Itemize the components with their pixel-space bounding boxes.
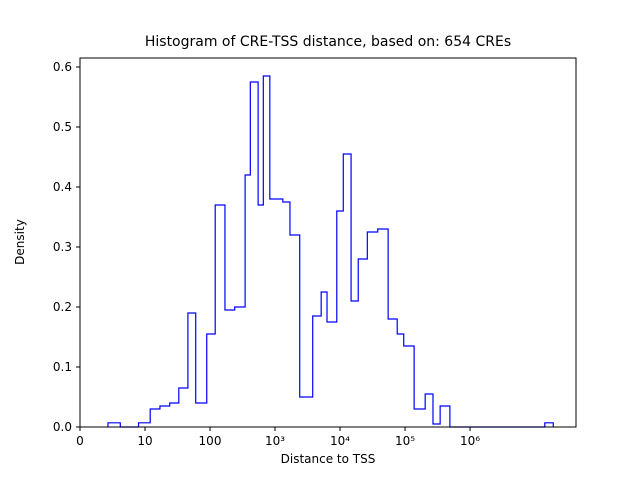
y-tick-label: 0.3 xyxy=(53,240,72,254)
y-tick-label: 0.4 xyxy=(53,180,72,194)
x-tick-label: 10⁵ xyxy=(395,434,415,448)
y-tick-label: 0.5 xyxy=(53,120,72,134)
x-tick-label: 10⁴ xyxy=(330,434,350,448)
x-tick-label: 0 xyxy=(76,434,84,448)
x-tick-label: 10³ xyxy=(265,434,285,448)
histogram-series xyxy=(107,75,554,428)
x-axis-label: Distance to TSS xyxy=(281,452,376,466)
y-axis-label: Density xyxy=(13,219,27,265)
x-tick-label: 10 xyxy=(137,434,152,448)
y-tick-label: 0.0 xyxy=(53,420,72,434)
y-tick-label: 0.2 xyxy=(53,300,72,314)
x-axis-ticks: 0 10 100 10³ 10⁴ 10⁵ 10⁶ xyxy=(76,427,480,448)
histogram-step-line xyxy=(107,75,554,428)
y-tick-label: 0.1 xyxy=(53,360,72,374)
axes-border xyxy=(79,57,577,428)
y-tick-label: 0.6 xyxy=(53,60,72,74)
chart-title: Histogram of CRE-TSS distance, based on:… xyxy=(145,34,511,50)
y-axis-ticks: 0.0 0.1 0.2 0.3 0.4 0.5 0.6 xyxy=(53,60,80,434)
x-tick-label: 100 xyxy=(199,434,222,448)
x-tick-label: 10⁶ xyxy=(460,434,480,448)
plot-area xyxy=(80,58,576,427)
